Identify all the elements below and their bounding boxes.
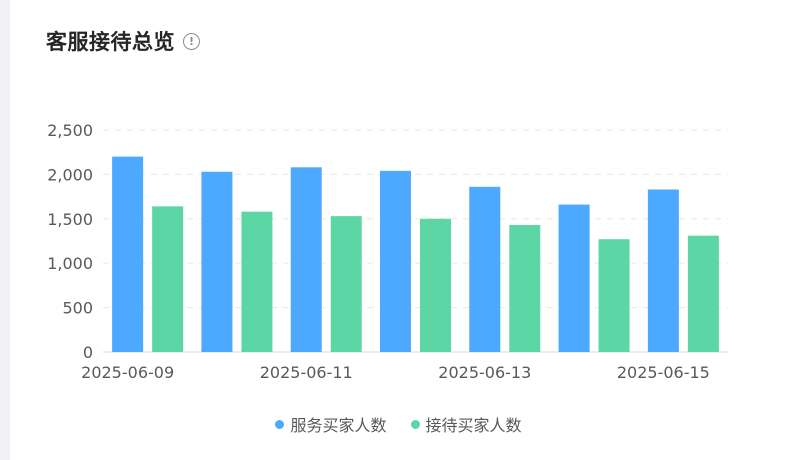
bar-chart: 0 500 1,000 1,500 2,000 2,500 2025-06-09 2025-0… [47, 121, 728, 382]
bar-series2 [420, 218, 451, 352]
bar-series1 [290, 167, 322, 352]
y-tick-label: 2,500 [47, 121, 93, 140]
bar-series2 [509, 225, 541, 352]
legend-item-series1[interactable]: 服务买家人数 [275, 412, 387, 436]
x-tick-label: 2025-06-15 [617, 363, 710, 382]
bar-series2 [152, 206, 184, 352]
bar-series2 [241, 211, 273, 352]
bar-series1 [112, 156, 144, 352]
legend-label-series2: 接待买家人数 [425, 416, 522, 435]
y-tick-label: 500 [62, 299, 93, 318]
chart-legend: 服务买家人数 接待买家人数 [10, 412, 787, 436]
bar-series1 [201, 171, 233, 352]
bar-series2 [687, 235, 719, 352]
bar-series1 [558, 204, 590, 352]
y-tick-label: 2,000 [47, 165, 93, 184]
bar-series1 [469, 186, 501, 352]
chart-header: 客服接待总览 ! [46, 26, 200, 56]
x-tick-label: 2025-06-13 [438, 363, 531, 382]
bar-series1 [647, 189, 679, 352]
info-icon[interactable]: ! [183, 32, 200, 50]
legend-label-series1: 服务买家人数 [290, 416, 387, 435]
y-tick-label: 1,500 [47, 210, 93, 229]
x-tick-label: 2025-06-11 [260, 363, 353, 382]
legend-dot-series2 [410, 419, 420, 429]
chart-card: 客服接待总览 ! 0 500 1,000 1,500 2,000 2,500 2025-06… [10, 0, 787, 460]
bar-series2 [598, 239, 630, 352]
chart-title: 客服接待总览 [46, 30, 175, 54]
bar-series1 [380, 170, 411, 352]
legend-dot-series1 [275, 419, 285, 429]
bar-series2 [330, 216, 362, 352]
y-tick-label: 0 [83, 343, 93, 362]
legend-item-series2[interactable]: 接待买家人数 [410, 412, 522, 436]
y-tick-label: 1,000 [47, 254, 93, 273]
x-tick-label: 2025-06-09 [81, 363, 174, 382]
